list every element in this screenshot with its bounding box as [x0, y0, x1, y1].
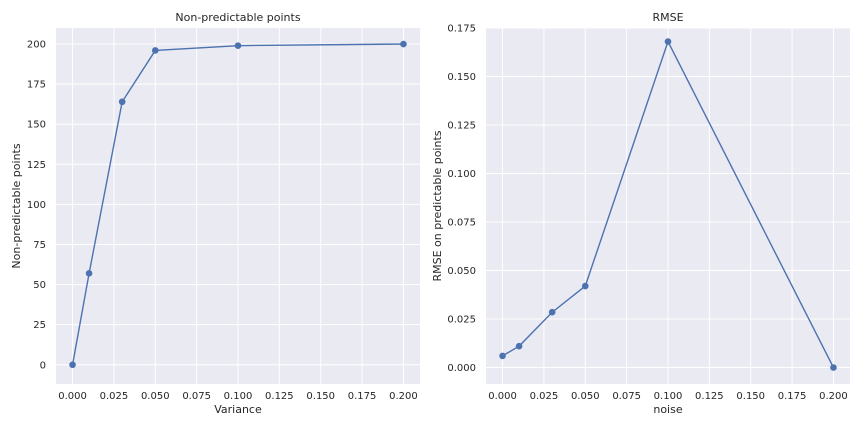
- y-tick-labels: 0.000 0.025 0.050 0.075 0.100 0.125 0.150 0.175: [447, 24, 476, 375]
- x-tick-label: 0.000: [58, 391, 87, 402]
- x-axis-label: Variance: [214, 403, 262, 416]
- x-tick-label: 0.175: [348, 391, 377, 402]
- series-line: [71, 43, 404, 365]
- y-tick-label: 0.025: [447, 315, 476, 326]
- x-tick-labels: 0.000 0.025 0.050 0.075 0.100 0.125 0.150 0.175…: [488, 391, 848, 402]
- y-tick-label: 75: [33, 240, 46, 251]
- x-tick-label: 0.150: [306, 391, 335, 402]
- x-tick-label: 0.175: [778, 391, 807, 402]
- y-tick-label: 125: [27, 160, 46, 171]
- grid: [486, 27, 850, 384]
- data-point: [548, 308, 556, 316]
- y-tick-label: 100: [27, 200, 46, 211]
- x-tick-label: 0.075: [612, 391, 641, 402]
- y-tick-label: 0.125: [447, 121, 476, 132]
- series-points: [499, 38, 837, 371]
- y-tick-label: 0.175: [447, 24, 476, 35]
- y-tick-label: 0.100: [447, 169, 476, 180]
- y-tick-label: 0.075: [447, 218, 476, 229]
- y-tick-label: 200: [27, 40, 46, 51]
- x-tick-label: 0.125: [695, 391, 724, 402]
- x-axis-label: noise: [653, 403, 682, 416]
- data-point: [515, 342, 523, 350]
- chart-title: RMSE: [652, 11, 683, 24]
- y-axis-label: RMSE on predictable points: [431, 130, 444, 281]
- data-point: [664, 38, 672, 45]
- x-tick-label: 0.200: [389, 391, 418, 402]
- data-point: [118, 98, 126, 106]
- x-tick-label: 0.150: [736, 391, 765, 402]
- x-tick-label: 0.025: [100, 391, 129, 402]
- x-tick-label: 0.050: [571, 391, 600, 402]
- y-tick-label: 175: [27, 80, 46, 91]
- y-tick-label: 25: [33, 320, 46, 331]
- y-tick-label: 0.050: [447, 266, 476, 277]
- data-point: [581, 282, 589, 290]
- chart-title: Non-predictable points: [175, 11, 300, 24]
- x-tick-label: 0.100: [654, 391, 683, 402]
- x-tick-label: 0.025: [530, 391, 559, 402]
- x-tick-label: 0.000: [488, 391, 517, 402]
- data-point: [69, 361, 76, 369]
- y-tick-label: 0.150: [447, 72, 476, 83]
- chart-rmse: 0.000 0.025 0.050 0.075 0.100 0.125 0.150 0.175…: [431, 11, 850, 416]
- x-tick-label: 0.050: [141, 391, 170, 402]
- chart-non-predictable-points: 0.000 0.025 0.050 0.075 0.100 0.125 0.150 0.175…: [10, 11, 420, 416]
- series-points: [69, 40, 407, 369]
- x-tick-label: 0.075: [182, 391, 211, 402]
- y-tick-labels: 0 25 50 75 100 125 150 175 200: [27, 40, 46, 372]
- data-point: [151, 47, 159, 54]
- y-tick-label: 150: [27, 120, 46, 131]
- data-point: [499, 352, 506, 360]
- y-tick-label: 50: [33, 280, 46, 291]
- x-tick-label: 0.125: [265, 391, 294, 402]
- data-point: [85, 270, 93, 277]
- x-tick-labels: 0.000 0.025 0.050 0.075 0.100 0.125 0.150 0.175…: [58, 391, 418, 402]
- data-point: [830, 364, 837, 371]
- data-point: [400, 40, 407, 48]
- data-point: [234, 42, 242, 49]
- x-tick-label: 0.100: [224, 391, 253, 402]
- y-axis-label: Non-predictable points: [10, 143, 23, 268]
- y-tick-label: 0: [40, 360, 46, 371]
- x-tick-label: 0.200: [819, 391, 848, 402]
- y-tick-label: 0.000: [447, 363, 476, 374]
- grid: [56, 28, 420, 384]
